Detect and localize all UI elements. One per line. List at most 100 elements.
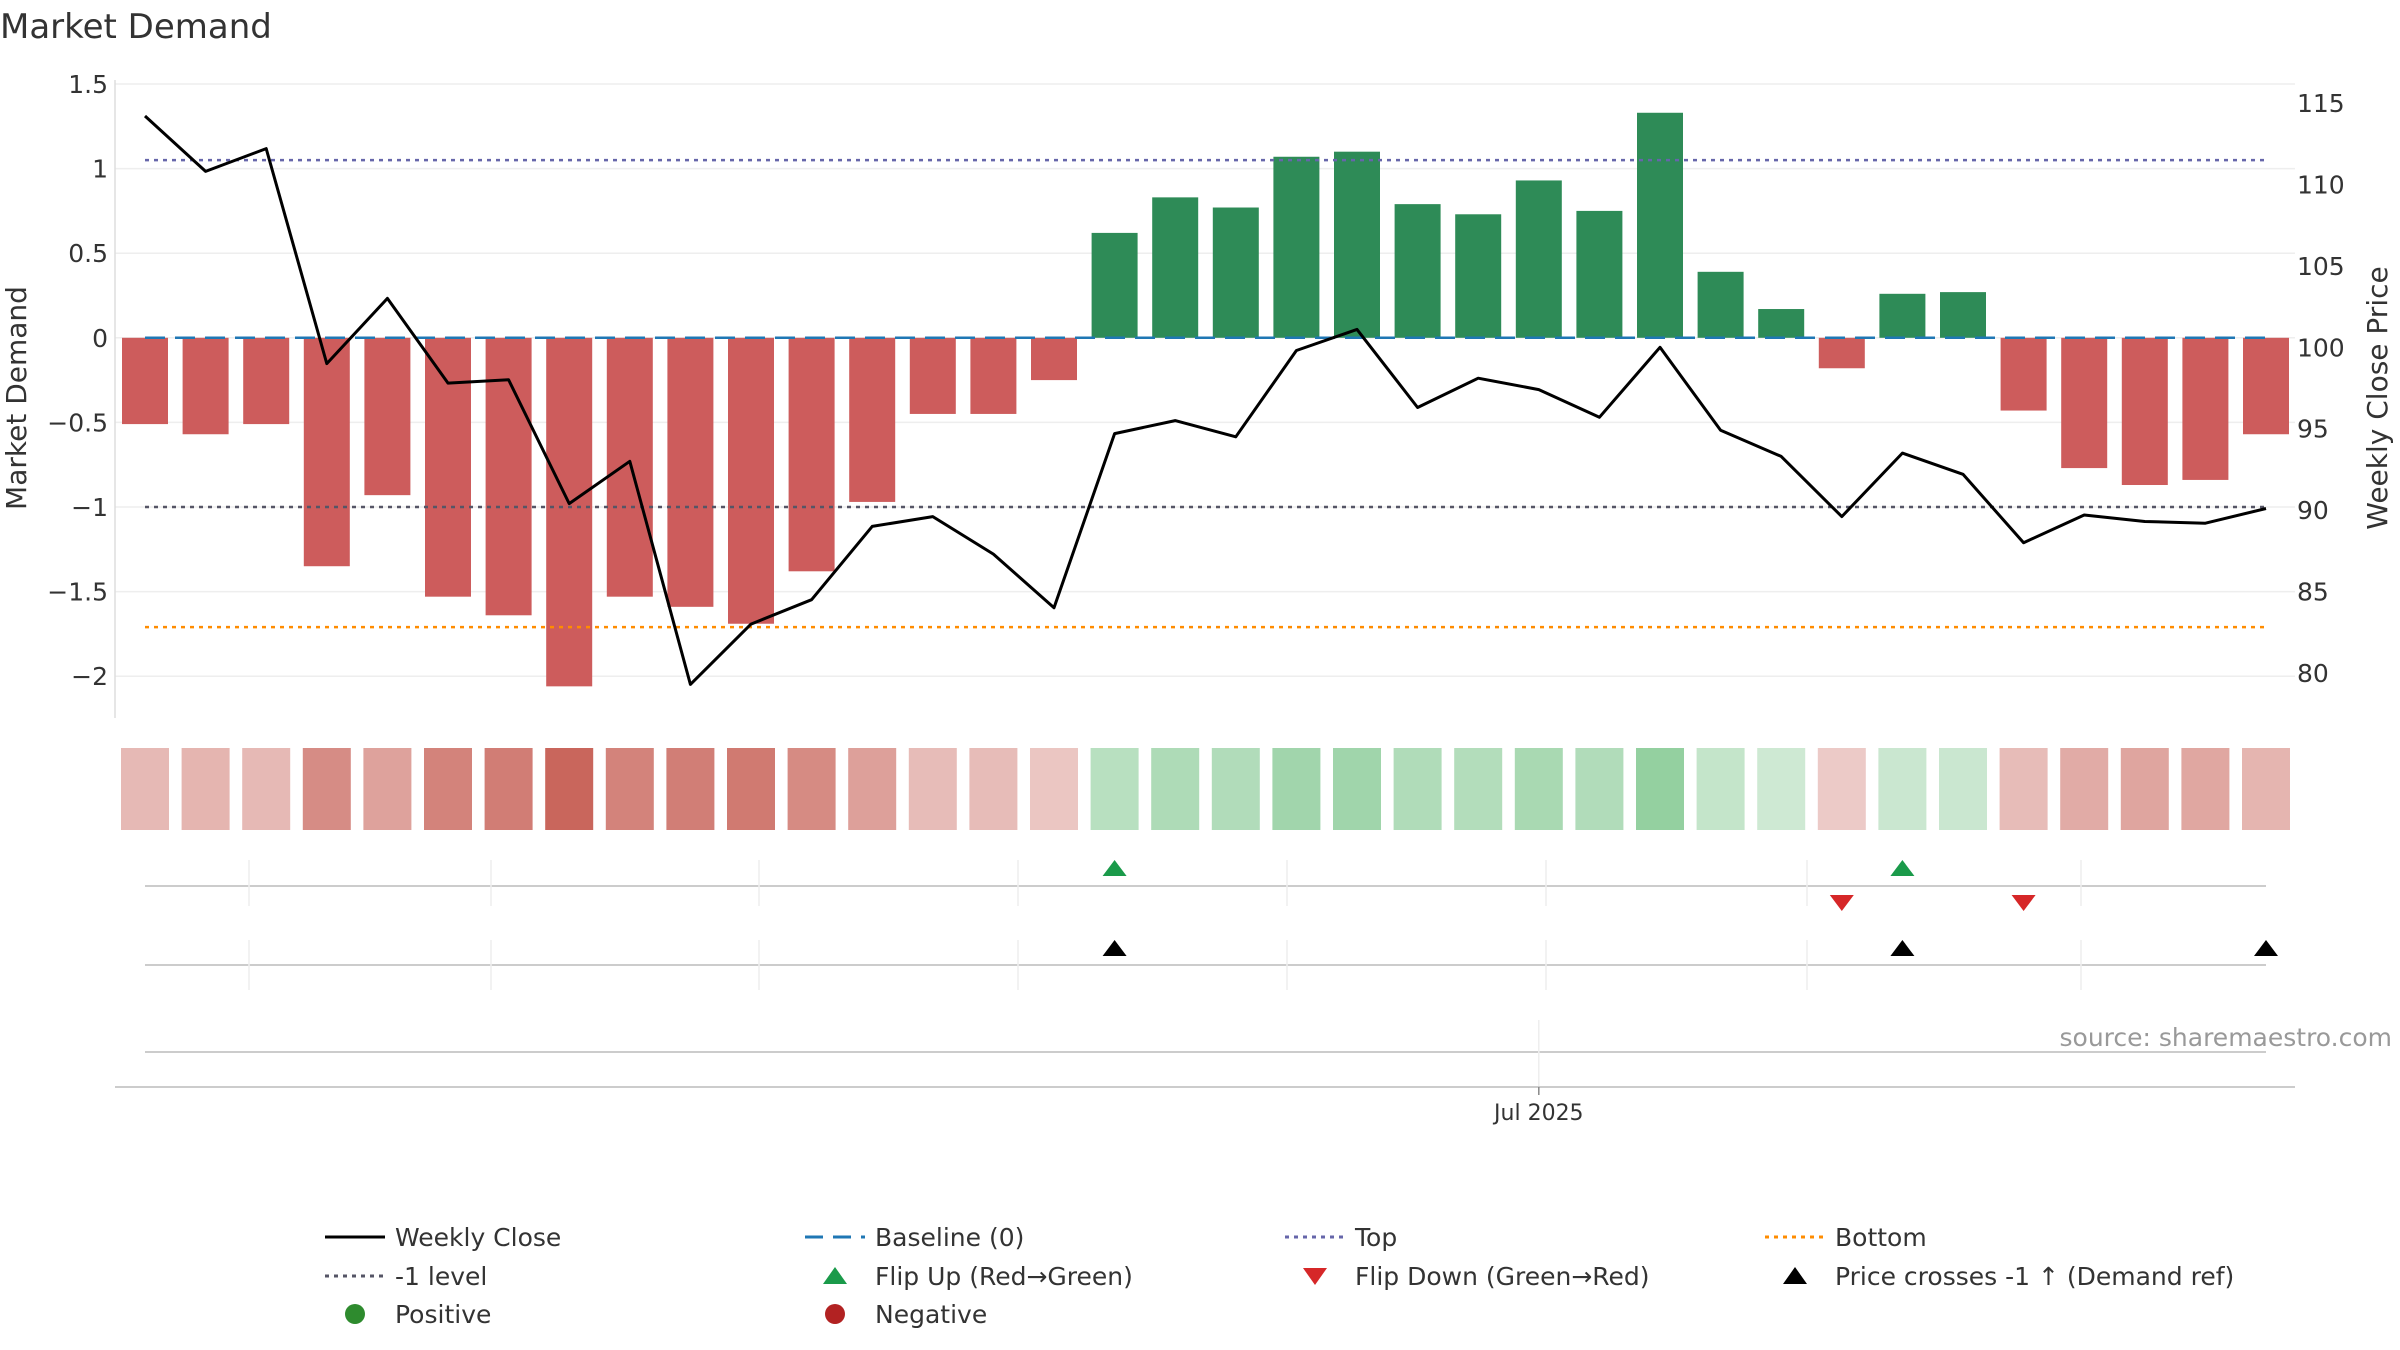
positive-bar [1455,214,1502,338]
demand-bars [122,112,2289,687]
left-tick-label: −0.5 [47,408,108,437]
reference-lines [145,158,2266,629]
legend-swatch-flip-down [1303,1268,1327,1285]
legend-label: -1 level [395,1262,487,1291]
heat-cell-positive [1757,748,1806,830]
flip-down-marker [1829,895,1854,911]
legend-label: Positive [395,1300,491,1329]
positive-bar [1879,293,1926,338]
negative-bar [2121,337,2168,486]
positive-bar [1212,207,1259,338]
legend-label: Bottom [1835,1223,1927,1252]
flip-up-marker [1102,860,1127,876]
negative-bar [485,337,532,616]
legend-label: Weekly Close [395,1223,561,1252]
positive-bar [1091,232,1138,338]
legend: Weekly Close Baseline (0) Top Bottom -1 leve… [325,1223,2234,1329]
heat-cell-negative [848,748,897,830]
negative-bar [2243,337,2289,435]
legend-label: Flip Up (Red→Green) [875,1262,1133,1291]
heat-cell-positive [1939,748,1987,830]
heat-cell-negative [605,748,654,830]
negative-bar [728,337,774,624]
x-tick-label: Jul 2025 [1492,1101,1584,1126]
negative-bar [667,337,714,607]
positive-bar [1394,204,1441,338]
left-axis: 1.5 1 0.5 0 −0.5 −1 −1.5 −2 [47,70,116,718]
negative-bar [303,337,350,567]
negative-bar [1818,337,1865,369]
positive-bar [1697,271,1744,338]
negative-bar [606,337,653,597]
right-tick-label: 115 [2297,89,2345,118]
negative-bar [970,337,1017,414]
negative-bar [849,337,896,502]
heat-cell-positive [1514,748,1563,830]
positive-bar [1576,210,1623,338]
heat-cell-negative [363,748,412,830]
heat-cell-positive [1454,748,1503,830]
right-tick-label: 90 [2297,496,2329,525]
legend-label: Flip Down (Green→Red) [1355,1262,1650,1291]
flip-up-marker [1890,860,1915,876]
heat-cell-negative [1999,748,2048,830]
flip-down-marker [2011,895,2036,911]
heat-cell-negative [1817,748,1866,830]
heat-cell-positive [1211,748,1260,830]
demand-heat-strip [121,748,2290,830]
heat-cell-positive [1272,748,1321,830]
negative-bar [243,337,290,425]
heat-cell-negative [2181,748,2230,830]
heat-cell-negative [484,748,533,830]
negative-bar [2000,337,2047,411]
heat-cell-positive [1393,748,1442,830]
heat-cell-negative [2242,748,2290,830]
negative-bar [1031,337,1077,381]
heat-cell-negative [727,748,775,830]
heat-cell-negative [787,748,836,830]
empty-bottom-panel [115,1020,2295,1095]
left-tick-label: −1.5 [47,578,108,607]
heat-cell-positive [1333,748,1381,830]
right-tick-label: 80 [2297,659,2329,688]
positive-bar [1152,197,1199,338]
negative-bar [122,337,168,425]
right-tick-label: 100 [2297,333,2345,362]
left-tick-label: −1 [71,493,108,522]
positive-bar [1334,151,1380,338]
weekly-close-path [143,114,2267,686]
negative-bar [546,337,593,687]
left-tick-label: 1 [92,155,108,184]
right-tick-label: 110 [2297,170,2345,199]
price-cross-marker [1102,940,1127,956]
heat-cell-negative [2060,748,2109,830]
left-tick-label: 0 [92,324,108,353]
heat-cell-negative [1030,748,1078,830]
negative-bar [2061,337,2108,469]
heat-cell-positive [1090,748,1139,830]
heat-cell-positive [1878,748,1927,830]
heat-cell-negative [908,748,957,830]
weekly-close-line [143,114,2267,686]
right-tick-label: 105 [2297,252,2345,281]
right-axis: 115 110 105 100 95 90 85 80 [2297,89,2345,688]
negative-bar [788,337,835,572]
legend-swatch-negative [825,1304,845,1324]
heat-cell-negative [121,748,169,830]
legend-label: Negative [875,1300,987,1329]
right-axis-label: Weekly Close Price [2361,266,2394,529]
source-label: source: sharemaestro.com [2060,1023,2393,1052]
price-cross-marker [2254,940,2278,956]
negative-bar [364,337,411,496]
legend-swatch-flip-up [823,1267,847,1284]
right-tick-label: 85 [2297,578,2329,607]
left-tick-label: 1.5 [68,70,108,99]
heat-cell-negative [545,748,594,830]
left-axis-label: Market Demand [0,286,33,510]
heat-cell-negative [969,748,1018,830]
negative-bar [182,337,229,435]
positive-bar [1637,112,1683,338]
price-cross-markers-row [145,940,2278,990]
right-tick-label: 95 [2297,415,2329,444]
